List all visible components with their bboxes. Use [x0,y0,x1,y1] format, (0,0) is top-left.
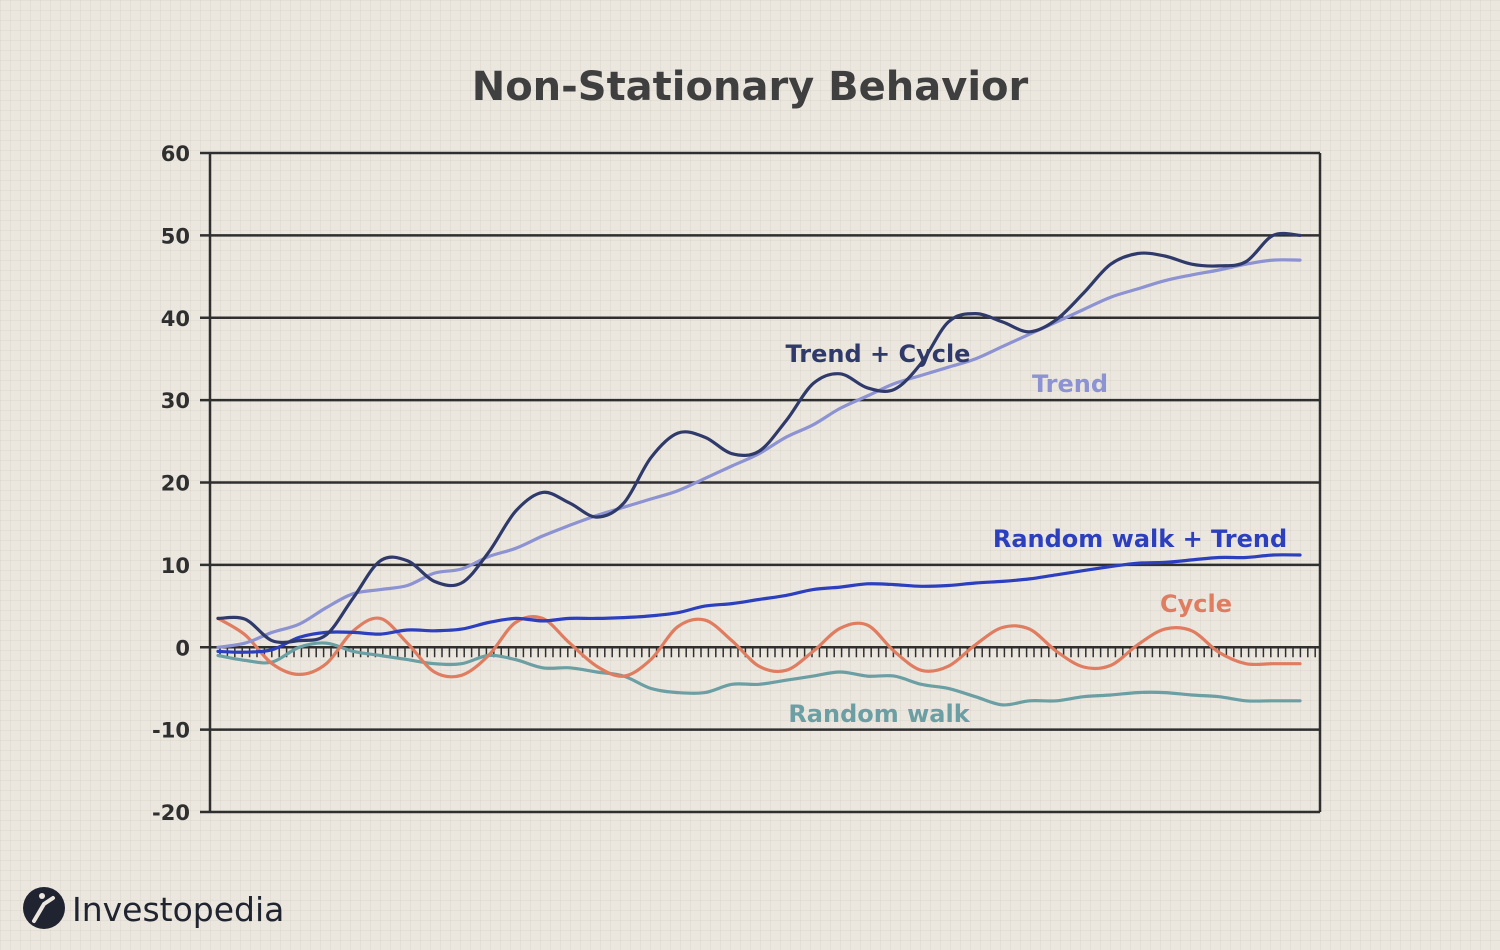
y-tick-label: -10 [152,719,190,743]
investopedia-logo-icon-mark [32,896,55,923]
series-label-trend: Trend [1032,370,1108,398]
y-tick-label: 50 [161,224,190,248]
y-tick-labels: -20 -10 0 10 20 30 40 50 60 [152,142,190,825]
y-tick-label: 0 [175,636,190,660]
chart-title: Non-Stationary Behavior [472,64,1029,110]
investopedia-logo-icon [23,887,65,929]
investopedia-logo[interactable]: Investopedia [23,887,284,929]
y-tick-label: 60 [161,142,190,166]
series-line-random-walk [216,641,1302,707]
grid-layer [200,151,1322,814]
series-line-cycle [216,614,1302,679]
series-line-trend [216,258,1302,649]
series-label-random-walk-trend: Random walk + Trend [993,525,1287,553]
y-tick-label: 30 [161,389,190,413]
series-layer [216,231,1302,707]
y-tick-label: 10 [161,554,190,578]
series-line-random-walk-trend [216,553,1302,654]
y-tick-label: 40 [161,307,190,331]
investopedia-logo-icon-dot [39,893,45,899]
y-tick-label: 20 [161,472,190,496]
series-label-cycle: Cycle [1160,590,1232,618]
series-label-trend-cycle: Trend + Cycle [786,340,971,368]
series-line-trend-cycle [216,231,1302,645]
investopedia-logo-text: Investopedia [72,890,284,929]
series-label-random-walk: Random walk [788,700,970,728]
series-labels: Trend + Cycle Trend Random walk + Trend Cyc… [786,340,1288,728]
y-tick-label: -20 [152,801,190,825]
